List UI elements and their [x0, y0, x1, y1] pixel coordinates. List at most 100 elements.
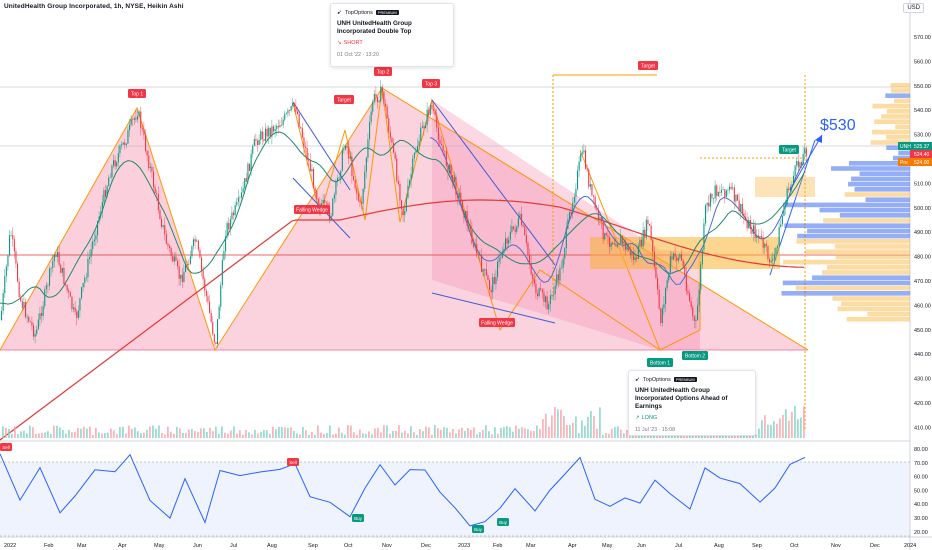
volume-bar [416, 434, 418, 438]
price-tick-label: 440.00 [914, 352, 931, 358]
candle-body [284, 113, 286, 120]
candle-body [521, 214, 523, 225]
candle-body [290, 106, 292, 111]
candle-body [276, 125, 278, 130]
candle-body [783, 207, 785, 216]
candle-body [55, 254, 57, 257]
candle-body [572, 202, 574, 214]
candle-body [377, 96, 379, 103]
candle-body [556, 274, 558, 286]
candle-body [428, 109, 430, 115]
volume-bar [536, 425, 538, 438]
candle-body [781, 215, 783, 225]
candle-body [15, 251, 17, 264]
volume-bar [197, 431, 199, 438]
candle-body [537, 293, 539, 297]
volume-bar [233, 426, 235, 438]
candle-body [479, 254, 481, 256]
idea-title[interactable]: UNH UnitedHealth Group Incorporated Opti… [635, 387, 728, 410]
top2-flag[interactable] [374, 67, 392, 76]
volume-bar [446, 427, 448, 438]
volume-profile-bar [796, 239, 910, 244]
volume-bar [758, 428, 760, 438]
candle-body [594, 196, 596, 209]
target2-flag[interactable] [638, 61, 658, 70]
falling-wedge1-flag[interactable] [294, 205, 330, 214]
idea-card-long[interactable]: ➹ TopOptions PREMIUM UNH UnitedHealth Gr… [628, 370, 756, 436]
price-tick-label: 420.00 [914, 401, 931, 407]
candle-body [298, 114, 300, 127]
candle-body [341, 149, 343, 171]
time-tick-label: 2022 [4, 543, 16, 549]
target3-flag[interactable] [779, 145, 799, 154]
volume-bar [785, 409, 787, 438]
bottom1-label: Bottom 1 [650, 361, 670, 367]
candle-body [52, 261, 54, 268]
candle-body [466, 211, 468, 226]
candle-body [237, 197, 239, 202]
candle-body [394, 152, 396, 159]
volume-bar [569, 424, 571, 438]
time-tick-label: Mar [77, 543, 87, 549]
candle-body [369, 121, 371, 140]
candle-body [353, 175, 355, 180]
candle-body [589, 184, 591, 187]
volume-bar [269, 433, 271, 438]
candle-body [53, 254, 55, 262]
candle-body [759, 235, 761, 238]
candle-body [497, 261, 499, 277]
pre-price: 524.00 [914, 160, 930, 166]
candle-body [82, 283, 84, 288]
candle-body [21, 301, 23, 309]
rsi-tick-label: 50.00 [914, 488, 928, 494]
candle-body [1, 310, 3, 320]
arrow-down-icon: ↘ [337, 40, 342, 46]
candle-body [719, 191, 721, 193]
candle-body [749, 219, 751, 230]
falling-wedge2-flag[interactable] [479, 318, 515, 327]
candle-body [204, 279, 206, 291]
time-axis[interactable]: 2022 Feb Mar Apr May Jun Jul Aug Sep Oct Nov Dec 202… [4, 543, 916, 549]
candle-body [647, 219, 649, 225]
volume-bar [188, 429, 190, 438]
candle-body [185, 264, 187, 272]
bottom2-flag[interactable] [682, 351, 708, 360]
rsi-axis[interactable]: 80.00 70.00 60.00 50.00 40.00 30.00 20.00 [914, 447, 928, 536]
candle-body [42, 306, 44, 317]
candle-body [389, 131, 391, 138]
candle-body [289, 110, 291, 111]
volume-bar [539, 428, 541, 438]
currency-button[interactable]: USD [903, 3, 924, 13]
candle-body [423, 126, 425, 129]
idea-title[interactable]: UNH UnitedHealth Group Incorporated Doub… [337, 20, 412, 35]
volume-profile-bar [854, 187, 910, 192]
volume-bar [461, 427, 463, 438]
candle-body [292, 102, 294, 107]
candle-body [180, 274, 182, 279]
candle-body [489, 280, 491, 290]
candle-body [591, 184, 593, 196]
top3-flag[interactable] [422, 79, 440, 88]
candle-body [119, 145, 121, 154]
candle-body [722, 189, 724, 190]
volume-bar [128, 425, 130, 438]
target1-flag[interactable] [334, 95, 354, 104]
candle-body [197, 240, 199, 250]
candle-body [653, 251, 655, 268]
top1-flag[interactable] [128, 89, 146, 98]
candle-body [26, 316, 28, 318]
candle-body [10, 235, 12, 236]
price-tick-label: 490.00 [914, 230, 931, 236]
price-axis[interactable]: 570.00560.00550.00540.00530.00520.00510.… [914, 35, 931, 431]
idea-card-short[interactable]: ➹ TopOptions PREMIUM UNH UnitedHealth Gr… [330, 3, 454, 67]
candle-body [463, 210, 465, 218]
volume-bar [173, 433, 175, 438]
bottom1-flag[interactable] [647, 358, 673, 367]
volume-bar [20, 431, 22, 438]
volume-bar [440, 429, 442, 438]
candle-body [257, 140, 259, 145]
candle-body [175, 256, 177, 261]
candle-body [282, 119, 284, 126]
volume-bar [398, 425, 400, 438]
